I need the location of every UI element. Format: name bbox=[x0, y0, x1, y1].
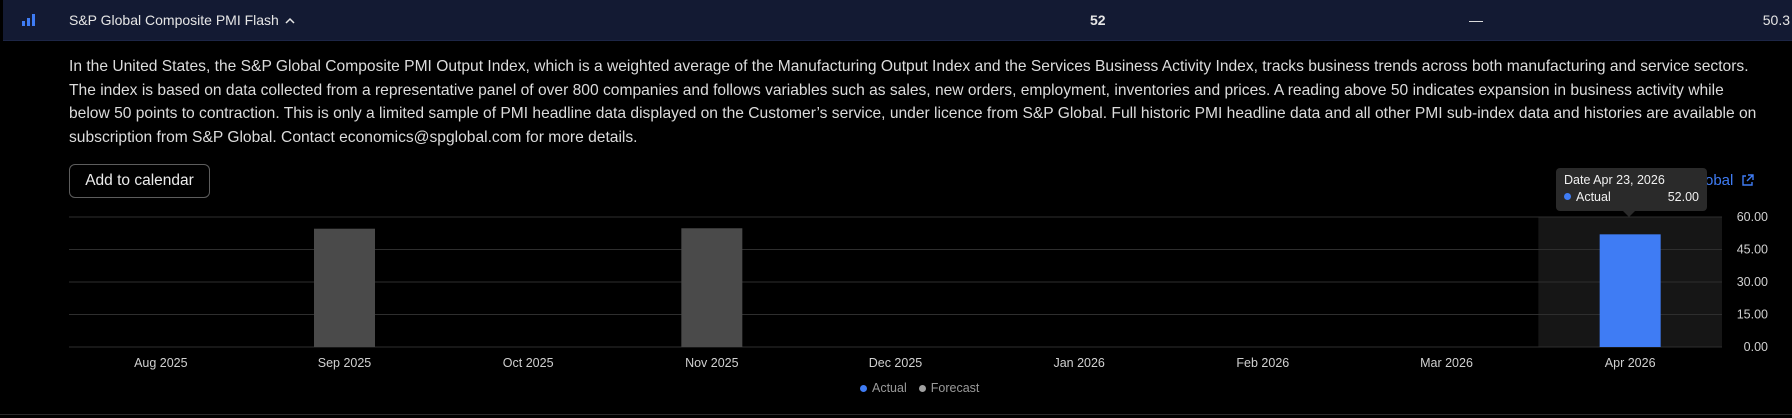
tooltip-value: 52.00 bbox=[1667, 190, 1699, 204]
chart-legend: Actual Forecast bbox=[860, 381, 991, 395]
legend-actual-label: Actual bbox=[872, 381, 907, 395]
legend-forecast[interactable]: Forecast bbox=[918, 381, 980, 395]
add-to-calendar-button[interactable]: Add to calendar bbox=[69, 164, 210, 198]
x-tick-label: Mar 2026 bbox=[1420, 356, 1473, 370]
x-tick-label: Aug 2025 bbox=[134, 356, 188, 370]
x-tick-label: Apr 2026 bbox=[1605, 356, 1656, 370]
bar[interactable] bbox=[314, 228, 375, 347]
actual-dot-icon bbox=[1564, 193, 1571, 200]
y-tick-label: 45.00 bbox=[1737, 243, 1768, 257]
external-link-icon bbox=[1742, 174, 1755, 186]
y-tick-label: 60.00 bbox=[1737, 210, 1768, 224]
y-tick-label: 15.00 bbox=[1737, 308, 1768, 322]
forecast-value: — bbox=[1469, 12, 1483, 28]
bar[interactable] bbox=[1599, 234, 1661, 347]
indicator-title[interactable]: S&P Global Composite PMI Flash bbox=[69, 12, 295, 28]
legend-actual[interactable]: Actual bbox=[860, 381, 907, 395]
actual-value: 52 bbox=[1090, 12, 1106, 28]
x-tick-label: Nov 2025 bbox=[685, 356, 739, 370]
y-tick-label: 30.00 bbox=[1737, 275, 1768, 289]
x-tick-label: Jan 2026 bbox=[1053, 356, 1104, 370]
x-tick-label: Sep 2025 bbox=[318, 356, 372, 370]
y-tick-label: 0.00 bbox=[1744, 340, 1768, 354]
chart-tooltip: Date Apr 23, 2026 Actual 52.00 bbox=[1556, 168, 1707, 217]
x-tick-label: Dec 2025 bbox=[869, 356, 923, 370]
x-tick-label: Feb 2026 bbox=[1236, 356, 1289, 370]
chevron-up-icon bbox=[285, 17, 295, 24]
tooltip-series: Actual bbox=[1564, 190, 1611, 204]
prior-value: 50.3 bbox=[1762, 12, 1790, 28]
divider bbox=[0, 414, 1792, 415]
bar-chart-icon bbox=[22, 14, 35, 26]
actual-dot-icon bbox=[860, 384, 867, 392]
bar[interactable] bbox=[681, 228, 743, 347]
x-tick-label: Oct 2025 bbox=[503, 356, 554, 370]
indicator-description: In the United States, the S&P Global Com… bbox=[69, 58, 1757, 146]
indicator-header-row[interactable]: S&P Global Composite PMI Flash 52 — 50.3 bbox=[3, 0, 1792, 41]
legend-forecast-label: Forecast bbox=[930, 381, 980, 395]
indicator-title-text: S&P Global Composite PMI Flash bbox=[69, 12, 279, 28]
tooltip-date: Date Apr 23, 2026 bbox=[1564, 173, 1665, 187]
forecast-dot-icon bbox=[918, 384, 926, 392]
